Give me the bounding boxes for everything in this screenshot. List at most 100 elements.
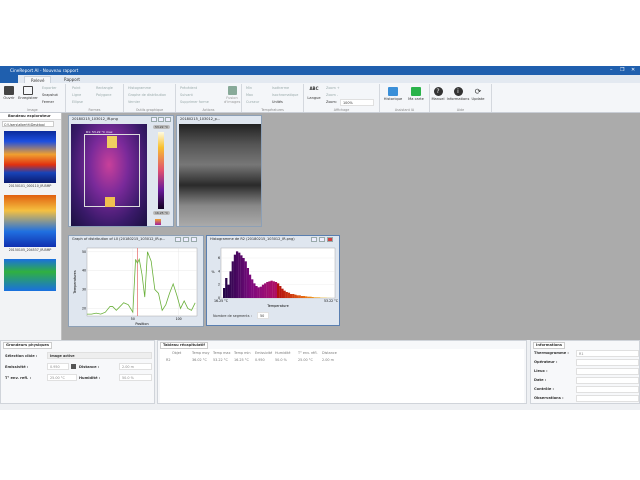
ir-image-window[interactable]: 20180215_103012_IR.png R1: 53.22 °C max … [68, 115, 174, 227]
ma-carte-button[interactable]: Ma carte [406, 87, 426, 101]
histogram-bar [268, 281, 271, 298]
export-button[interactable]: Exporter [42, 86, 57, 90]
photo-window[interactable]: 20180215_103012_p... [176, 115, 262, 227]
snapshot-button[interactable]: Snapshot [42, 93, 58, 97]
group-label: Températures [261, 108, 284, 112]
info-input[interactable] [576, 395, 639, 402]
selection-select[interactable]: Image active [47, 352, 152, 359]
isotherme-button[interactable]: Isotherme [272, 86, 290, 90]
tableau-panel: Tableau récapitulatif Objet Temp moy Temp … [157, 340, 527, 404]
maximize-button[interactable] [158, 117, 164, 122]
histogram-bar [311, 297, 314, 298]
ligne-button[interactable]: Ligne [72, 93, 82, 97]
point-button[interactable]: Point [72, 86, 81, 90]
roi-label: R1: 53.22 °C max [86, 130, 113, 134]
histogram-bar [272, 281, 275, 298]
informations-button[interactable]: i Informations [446, 87, 470, 101]
info-label: Contrôle : [534, 387, 554, 391]
vernier-button[interactable]: Vernier [128, 100, 141, 104]
thermal-image[interactable]: R1: 53.22 °C max [71, 124, 147, 226]
info-input[interactable]: R1 [576, 350, 639, 357]
histogram-bar [292, 294, 295, 298]
precedent-button[interactable]: Précédent [180, 86, 198, 90]
isochromatique-button[interactable]: Isochromatique [272, 93, 299, 97]
column-header[interactable]: Temp max [213, 351, 231, 355]
minimize-button[interactable] [151, 117, 157, 122]
histogram-bar [223, 288, 226, 298]
save-button[interactable]: Enregistrer [18, 86, 38, 100]
minimize-button[interactable]: – [610, 67, 613, 73]
histogram-bar [313, 297, 316, 298]
column-header[interactable]: Distance [322, 351, 337, 355]
plot-area [86, 247, 198, 317]
tab-rapport[interactable]: Rapport [64, 77, 80, 82]
info-label: Lieux : [534, 369, 548, 373]
zoom-in-button[interactable]: Zoom + [326, 86, 340, 90]
info-input[interactable] [576, 368, 639, 375]
info-input[interactable] [576, 386, 639, 393]
temp-input[interactable]: 25.00 °C [47, 374, 77, 381]
rectangle-button[interactable]: Rectangle [96, 86, 113, 90]
y-axis-label: % [211, 270, 215, 274]
update-button[interactable]: ⟳ Update [470, 87, 486, 101]
distribution-graph-window[interactable]: Graph of distribution of L0 (20180215_10… [68, 235, 204, 327]
minimize-button[interactable] [311, 237, 317, 242]
graphe-button[interactable]: Graphe de distribution [128, 93, 167, 97]
scale-max-label: 53.22 °C [153, 125, 171, 129]
distance-label: Distance : [79, 365, 100, 369]
supprimer-button[interactable]: Supprimer forme [180, 100, 209, 104]
histogram-bar [279, 286, 282, 298]
open-button[interactable]: Ouvrir [2, 86, 16, 100]
group-temperatures: Min Max Curseur Isotherme Isochromatique… [242, 84, 304, 112]
unites-button[interactable]: Unités [272, 100, 283, 104]
file-menu-button[interactable] [0, 75, 18, 83]
histogram-window[interactable]: Histogramme de R2 (20180215_103012_IR.pn… [206, 235, 340, 326]
polygone-button[interactable]: Polygone [96, 93, 112, 97]
close-image-button[interactable]: Fermer [42, 100, 54, 104]
column-header[interactable]: Humidité [275, 351, 291, 355]
zoom-select[interactable]: 100% [340, 99, 374, 106]
column-header[interactable]: Temp min [234, 351, 251, 355]
maximize-button[interactable] [183, 237, 189, 242]
column-header[interactable]: Temp moy [192, 351, 210, 355]
thumbnail-item[interactable]: 20150105_204537_IR.BMP [4, 195, 56, 252]
max-button[interactable]: Max [246, 93, 254, 97]
close-button[interactable] [165, 117, 171, 122]
ellipse-button[interactable]: Ellipse [72, 100, 83, 104]
suivant-button[interactable]: Suivant [180, 93, 193, 97]
histogramme-button[interactable]: Histogramme [128, 86, 151, 90]
tab-releve[interactable]: Relevé [24, 76, 52, 83]
info-input[interactable] [576, 359, 639, 366]
maximize-button[interactable] [319, 237, 325, 242]
humidite-input[interactable]: 50.0 % [119, 374, 152, 381]
fusion-button[interactable]: Fusion d'images [224, 86, 240, 104]
column-header[interactable]: Objet [172, 351, 182, 355]
table-icon[interactable] [71, 364, 76, 369]
histogram-bar [244, 261, 247, 298]
thumbnail-item[interactable] [4, 259, 56, 291]
restore-button[interactable]: ❐ [620, 67, 625, 73]
langue-button[interactable]: ABC Langue [306, 86, 322, 100]
column-header[interactable]: Emissivité [255, 351, 273, 355]
zoom-out-button[interactable]: Zoom - [326, 93, 339, 97]
minimize-button[interactable] [175, 237, 181, 242]
curseur-button[interactable]: Curseur [246, 100, 260, 104]
info-icon: i [453, 87, 463, 96]
close-button[interactable] [327, 237, 333, 242]
segments-input[interactable]: 50 [257, 312, 269, 319]
help-icon: ? [433, 87, 443, 96]
emissivite-input[interactable]: 0.950 [47, 363, 69, 370]
manuel-button[interactable]: ? Manuel [430, 87, 446, 101]
palette-icon[interactable] [155, 219, 161, 225]
column-header[interactable]: T° env. réfl. [298, 351, 318, 355]
thumbnail-item[interactable]: 20150101_000110_IR.BMP [4, 131, 56, 188]
close-button[interactable]: ✕ [631, 67, 636, 73]
close-button[interactable] [191, 237, 197, 242]
info-input[interactable] [576, 377, 639, 384]
histogram-bar [296, 295, 299, 298]
save-icon [23, 86, 33, 95]
min-button[interactable]: Min [246, 86, 253, 90]
path-input[interactable]: C:\Users\alberth\Desktop\ [2, 121, 54, 127]
historique-button[interactable]: Historique [382, 87, 404, 101]
distance-input[interactable]: 2.00 m [119, 363, 152, 370]
